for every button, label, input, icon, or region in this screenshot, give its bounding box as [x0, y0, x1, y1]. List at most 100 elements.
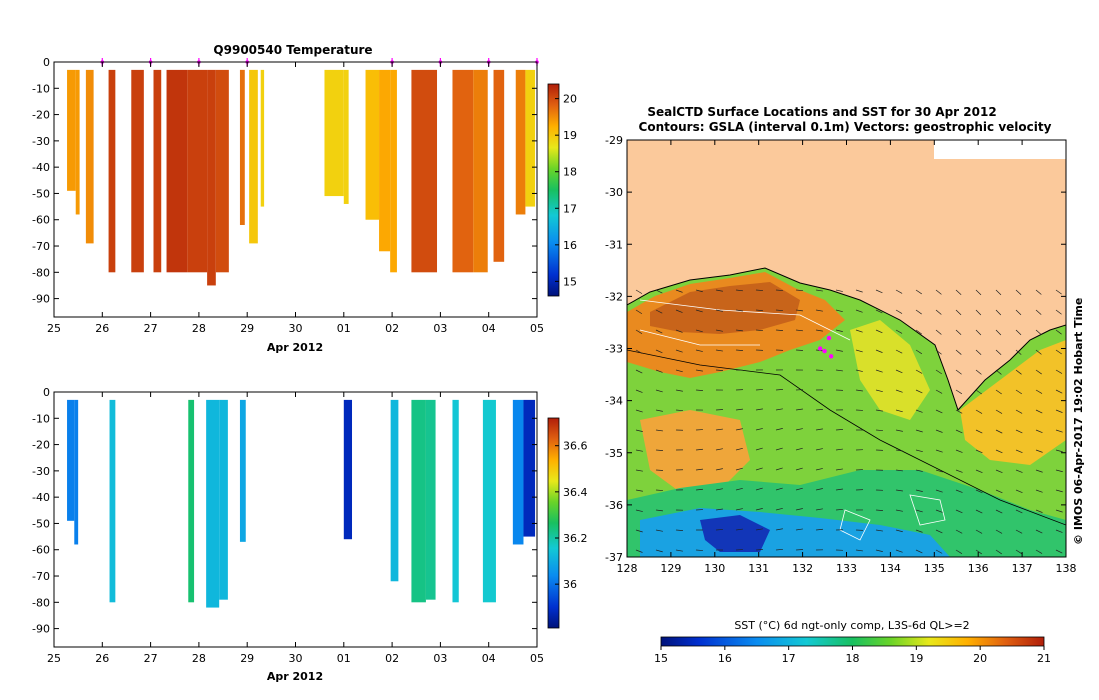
- velocity-arrow: [735, 329, 743, 332]
- bot-x-tick-label: 01: [337, 652, 351, 665]
- velocity-arrow: [955, 409, 963, 414]
- velocity-arrow: [635, 369, 643, 374]
- map-lon-label: 132: [792, 562, 813, 575]
- velocity-arrow: [655, 309, 663, 314]
- coastal-warm-east: [960, 340, 1066, 465]
- bot-x-tick-label: 27: [144, 652, 158, 665]
- top-x-tick-label: 05: [530, 322, 544, 335]
- bot-x-tick-label: 25: [47, 652, 61, 665]
- map-area: [627, 140, 1066, 557]
- map-lon-label: 136: [968, 562, 989, 575]
- salinity-x-axis: 25 26 27 28 29 30 01 02 03 04 05: [47, 392, 544, 665]
- velocity-arrow: [1055, 529, 1063, 533]
- velocity-arrow: [1015, 489, 1023, 493]
- velocity-arrow: [675, 549, 683, 552]
- velocity-arrow: [635, 289, 643, 294]
- map-lon-label: 138: [1056, 562, 1077, 575]
- velocity-arrow: [875, 549, 883, 552]
- velocity-arrow: [955, 489, 963, 493]
- bot-y-tick-label: -30: [32, 465, 50, 478]
- map-lat-label: -31: [605, 238, 623, 251]
- velocity-arrow: [995, 549, 1002, 555]
- top-profile-bar-16: [379, 69, 391, 252]
- velocity-arrow: [915, 509, 923, 513]
- velocity-arrow: [655, 489, 664, 491]
- velocity-arrow: [855, 389, 863, 392]
- velocity-arrow: [855, 309, 863, 313]
- temperature-y-axis: 0 -10 -20 -30 -40 -50 -60 -70 -80 -90: [32, 56, 537, 306]
- gsla-contour: [639, 299, 946, 541]
- velocity-arrow: [895, 449, 903, 452]
- velocity-arrow: [655, 449, 664, 451]
- velocity-arrow: [1055, 469, 1063, 473]
- sst-colorbar-tick-label: 16: [718, 652, 732, 665]
- velocity-arrow: [935, 509, 943, 513]
- top-profile-bar-12: [260, 69, 265, 207]
- velocity-arrow: [915, 449, 923, 453]
- velocity-arrow: [755, 389, 764, 391]
- velocity-arrow: [975, 309, 982, 316]
- top-profile-bar-23: [525, 69, 536, 207]
- velocity-arrow: [675, 329, 683, 333]
- velocity-arrow: [855, 349, 863, 353]
- velocity-arrow: [1015, 429, 1023, 434]
- velocity-arrow: [955, 469, 963, 473]
- sst-colorbar-tick-label: 17: [782, 652, 796, 665]
- velocity-arrow: [695, 448, 703, 451]
- velocity-arrow: [755, 329, 764, 332]
- velocity-arrow: [755, 549, 764, 551]
- velocity-arrow: [855, 289, 863, 293]
- velocity-arrow: [715, 508, 723, 511]
- salinity-y-axis: 0 -10 -20 -30 -40 -50 -60 -70 -80 -90: [32, 386, 537, 636]
- velocity-arrow: [935, 389, 943, 394]
- velocity-arrow: [1015, 369, 1022, 375]
- bot-x-tick-label: 30: [289, 652, 303, 665]
- velocity-arrow: [815, 408, 824, 411]
- velocity-arrow: [755, 447, 763, 451]
- velocity-arrow: [635, 349, 643, 354]
- velocity-arrow: [935, 469, 943, 473]
- velocity-arrow: [855, 369, 863, 372]
- velocity-arrow: [775, 507, 783, 511]
- velocity-arrow: [1055, 509, 1063, 513]
- temperature-x-axis: 25 26 27 28 29 30 01 02 03 04 05: [47, 62, 544, 335]
- velocity-arrow: [975, 489, 983, 494]
- top-y-tick-label: -10: [32, 82, 50, 95]
- velocity-arrow: [1055, 309, 1062, 315]
- velocity-arrow: [1035, 309, 1042, 315]
- map-lat-label: -34: [605, 395, 623, 408]
- velocity-arrow: [755, 428, 763, 431]
- top-x-tick-label: 04: [482, 322, 496, 335]
- velocity-arrow: [1035, 549, 1043, 554]
- velocity-arrow: [875, 529, 883, 532]
- velocity-arrow: [835, 329, 843, 332]
- map-lat-label: -37: [605, 551, 623, 564]
- velocity-arrow: [1055, 289, 1062, 295]
- velocity-arrow: [695, 468, 703, 471]
- velocity-arrow: [875, 409, 883, 412]
- velocity-arrow: [955, 509, 963, 514]
- top-profile-bar-20: [473, 69, 488, 273]
- velocity-arrow: [835, 289, 843, 292]
- velocity-arrow: [875, 369, 883, 373]
- velocity-arrow: [815, 488, 823, 491]
- bot-x-tick-label: 05: [530, 652, 544, 665]
- temperature-colorbar: [547, 83, 560, 297]
- sst-map-panel: SealCTD Surface Locations and SST for 30…: [605, 105, 1085, 665]
- bot-y-tick-label: -50: [32, 517, 50, 530]
- velocity-arrow: [995, 429, 1003, 434]
- shelf-contour: [627, 349, 1066, 526]
- velocity-arrow: [875, 389, 883, 393]
- velocity-arrow: [635, 489, 643, 492]
- velocity-arrow: [1055, 409, 1063, 413]
- top-profile-bar-22: [515, 69, 526, 215]
- velocity-arrow: [1035, 449, 1043, 453]
- velocity-arrow: [1055, 549, 1063, 554]
- velocity-arrow: [835, 429, 844, 431]
- top-x-tick-label: 27: [144, 322, 158, 335]
- velocity-arrow: [835, 369, 843, 372]
- velocity-arrow: [895, 329, 903, 334]
- top-profile-bar-10: [239, 69, 245, 225]
- velocity-arrow: [1035, 389, 1043, 394]
- velocity-arrow: [655, 369, 663, 373]
